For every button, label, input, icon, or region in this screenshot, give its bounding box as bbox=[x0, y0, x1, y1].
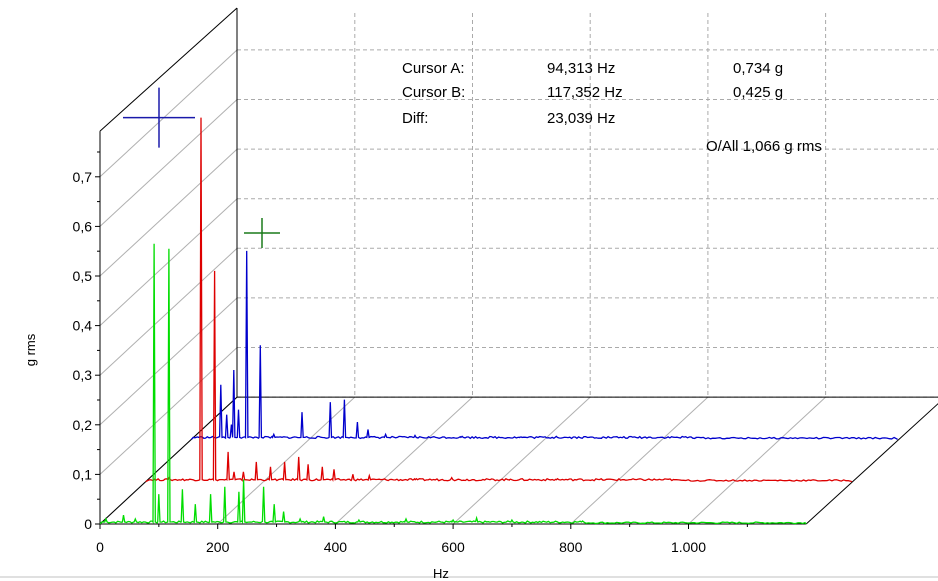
y-tick-label: 0,2 bbox=[73, 417, 93, 433]
side-wall-line bbox=[99, 49, 238, 178]
frame-edge bbox=[99, 7, 238, 132]
chart-frame bbox=[0, 7, 938, 578]
spectrum-trace bbox=[190, 250, 898, 440]
cursor-a[interactable] bbox=[123, 87, 195, 148]
grid bbox=[99, 13, 938, 525]
overall-level: O/All 1,066 g rms bbox=[706, 138, 822, 155]
side-wall-line bbox=[99, 99, 238, 227]
x-tick-label: 800 bbox=[559, 539, 583, 555]
x-tick-label: 0 bbox=[96, 539, 104, 555]
cursor-b-amplitude: 0,425 g bbox=[733, 84, 784, 101]
floor-right-edge bbox=[805, 403, 938, 525]
y-tick-label: 0,5 bbox=[73, 268, 93, 284]
x-tick-label: 600 bbox=[441, 539, 465, 555]
cursor-a-label: Cursor A: bbox=[402, 60, 465, 77]
floor-line bbox=[570, 396, 709, 525]
diff-frequency: 23,039 Hz bbox=[547, 110, 616, 127]
cursor-b-frequency: 117,352 Hz bbox=[547, 84, 623, 101]
y-tick-label: 0,4 bbox=[73, 318, 93, 334]
x-tick-label: 400 bbox=[324, 539, 348, 555]
y-tick-label: 0,1 bbox=[73, 466, 93, 482]
floor-line bbox=[452, 396, 591, 525]
spectrum-trace bbox=[99, 243, 807, 525]
floor-line bbox=[335, 396, 473, 525]
floor-line bbox=[217, 396, 356, 525]
x-tick-label: 200 bbox=[206, 539, 230, 555]
y-axis-ticks: 0 0,1 0,2 0,3 0,4 0,5 0,6 0,7 bbox=[73, 151, 100, 532]
y-tick-label: 0,7 bbox=[73, 169, 93, 185]
floor-line bbox=[688, 396, 826, 525]
diff-label: Diff: bbox=[402, 110, 429, 127]
x-tick-label: 1.000 bbox=[671, 539, 706, 555]
y-axis-label: g rms bbox=[23, 333, 38, 366]
spectrum-traces bbox=[99, 117, 898, 525]
y-tick-label: 0,6 bbox=[73, 218, 93, 234]
cursor-b[interactable] bbox=[244, 218, 280, 248]
cursor-b-label: Cursor B: bbox=[402, 84, 466, 101]
y-tick-label: 0,3 bbox=[73, 367, 93, 383]
side-wall-line bbox=[99, 148, 238, 277]
x-axis-label: Hz bbox=[433, 566, 449, 581]
cursor-a-frequency: 94,313 Hz bbox=[547, 60, 616, 77]
cursor-a-amplitude: 0,734 g bbox=[733, 60, 784, 77]
cursor-markers[interactable] bbox=[123, 87, 280, 248]
y-tick-label: 0 bbox=[84, 516, 92, 532]
x-axis-ticks: 0 200 400 600 800 1.000 bbox=[96, 524, 748, 555]
spectrum-trace bbox=[145, 117, 853, 483]
